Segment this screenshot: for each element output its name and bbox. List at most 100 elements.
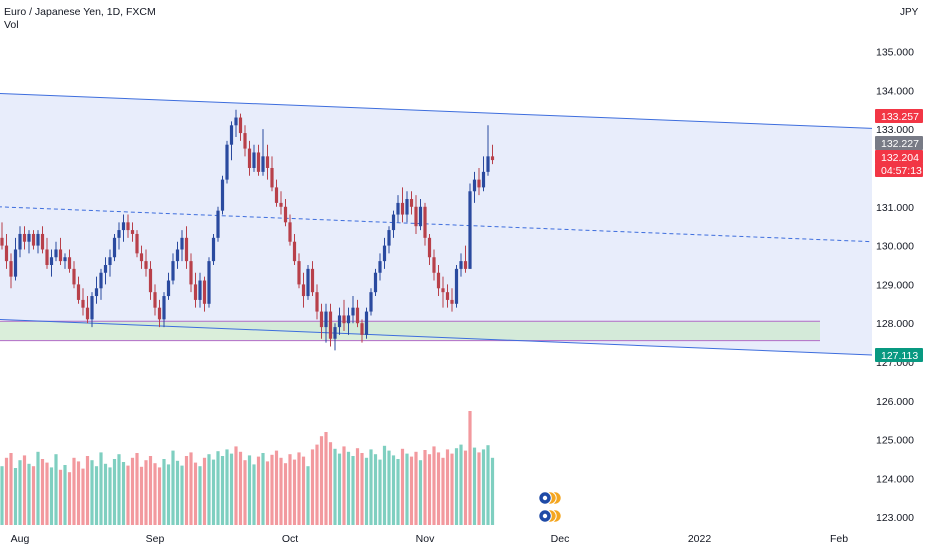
candle-body <box>428 238 431 257</box>
candle-body <box>140 253 143 261</box>
price-tick-label: 133.000 <box>876 124 914 136</box>
candle-body <box>270 168 273 187</box>
volume-bar <box>81 469 84 525</box>
volume-bar <box>113 459 116 525</box>
volume-bar <box>401 449 404 525</box>
volume-bar <box>153 463 156 525</box>
candle-body <box>135 234 138 253</box>
volume-bar <box>311 449 314 525</box>
candle-body <box>126 222 129 230</box>
candle-body <box>149 269 152 292</box>
time-tick-label: Feb <box>830 533 848 545</box>
event-markers <box>539 492 561 522</box>
candle-body <box>261 156 264 172</box>
candle-body <box>203 281 206 304</box>
volume-bar <box>486 445 489 525</box>
volume-bar <box>104 464 107 525</box>
candle-body <box>387 230 390 246</box>
candle-body <box>441 288 444 292</box>
candle-body <box>486 156 489 172</box>
volume-bar <box>432 446 435 525</box>
candle-body <box>185 238 188 261</box>
candle-body <box>284 207 287 223</box>
volume-bar <box>23 455 26 525</box>
candle-body <box>9 261 12 277</box>
currency-label: JPY <box>900 7 919 18</box>
volume-bar <box>108 467 111 525</box>
candle-body <box>59 249 62 261</box>
volume-bar <box>95 466 98 525</box>
price-label-text: 132.204 <box>881 152 919 164</box>
candle-body <box>329 312 332 339</box>
volume-bar <box>356 448 359 525</box>
symbol-title: Euro / Japanese Yen, 1D, FXCM <box>4 6 156 19</box>
candle-body <box>248 149 251 168</box>
volume-bar <box>477 452 480 525</box>
price-tick-label: 134.000 <box>876 85 914 97</box>
volume-bar <box>383 446 386 525</box>
volume-bar <box>176 461 179 525</box>
volume-bar <box>90 460 93 525</box>
chart-legend: Euro / Japanese Yen, 1D, FXCM Vol <box>4 6 156 32</box>
volume-bar <box>207 454 210 525</box>
volume-bar <box>99 452 102 525</box>
candle-body <box>68 257 71 269</box>
volume-bar <box>414 452 417 525</box>
volume-bar <box>189 452 192 525</box>
candle-body <box>423 207 426 238</box>
volume-bar <box>369 449 372 525</box>
candle-body <box>99 273 102 289</box>
volume-bar <box>203 458 206 525</box>
candle-body <box>288 222 291 241</box>
time-axis: AugSepOctNovDec2022FebMarAprMayJun <box>11 533 932 545</box>
volume-bar <box>248 455 251 525</box>
time-tick-label: Sep <box>146 533 165 545</box>
candle-body <box>207 261 210 304</box>
volume-bar <box>185 456 188 525</box>
volume-bar <box>482 449 485 525</box>
volume-bar <box>126 466 129 525</box>
volume-bar <box>293 460 296 525</box>
volume-bar <box>149 456 152 525</box>
candle-body <box>437 273 440 289</box>
volume-bar <box>459 445 462 525</box>
candle-body <box>50 257 53 265</box>
volume-bar <box>198 466 201 525</box>
price-tick-label: 126.000 <box>876 396 914 408</box>
candle-body <box>63 257 66 261</box>
candle-body <box>122 222 125 230</box>
volume-bar <box>27 464 30 525</box>
volume-bar <box>212 460 215 525</box>
candle-body <box>306 269 309 296</box>
volume-bar <box>347 452 350 525</box>
volume-bar <box>9 453 12 525</box>
price-tick-label: 128.000 <box>876 318 914 330</box>
volume-bar <box>50 467 53 525</box>
volume-bar <box>252 464 255 525</box>
volume-bar <box>270 455 273 525</box>
candle-body <box>41 234 44 250</box>
candle-body <box>180 238 183 250</box>
volume-bar <box>428 454 431 525</box>
volume-bar <box>18 460 21 525</box>
volume-bar <box>86 456 89 525</box>
volume-bar <box>455 448 458 525</box>
volume-bar <box>167 464 170 525</box>
volume-bar <box>194 463 197 525</box>
volume-bar <box>234 446 237 525</box>
volume-bar <box>387 451 390 525</box>
volume-bar <box>221 456 224 525</box>
candle-body <box>491 156 494 160</box>
volume-bar <box>171 451 174 525</box>
candle-body <box>194 284 197 300</box>
candle-body <box>432 257 435 273</box>
candle-body <box>221 180 224 211</box>
volume-bar <box>135 453 138 525</box>
candle-body <box>212 238 215 261</box>
volume-bar <box>36 452 39 525</box>
candle-body <box>0 238 3 246</box>
volume-bar <box>45 463 48 525</box>
candle-body <box>90 296 93 319</box>
